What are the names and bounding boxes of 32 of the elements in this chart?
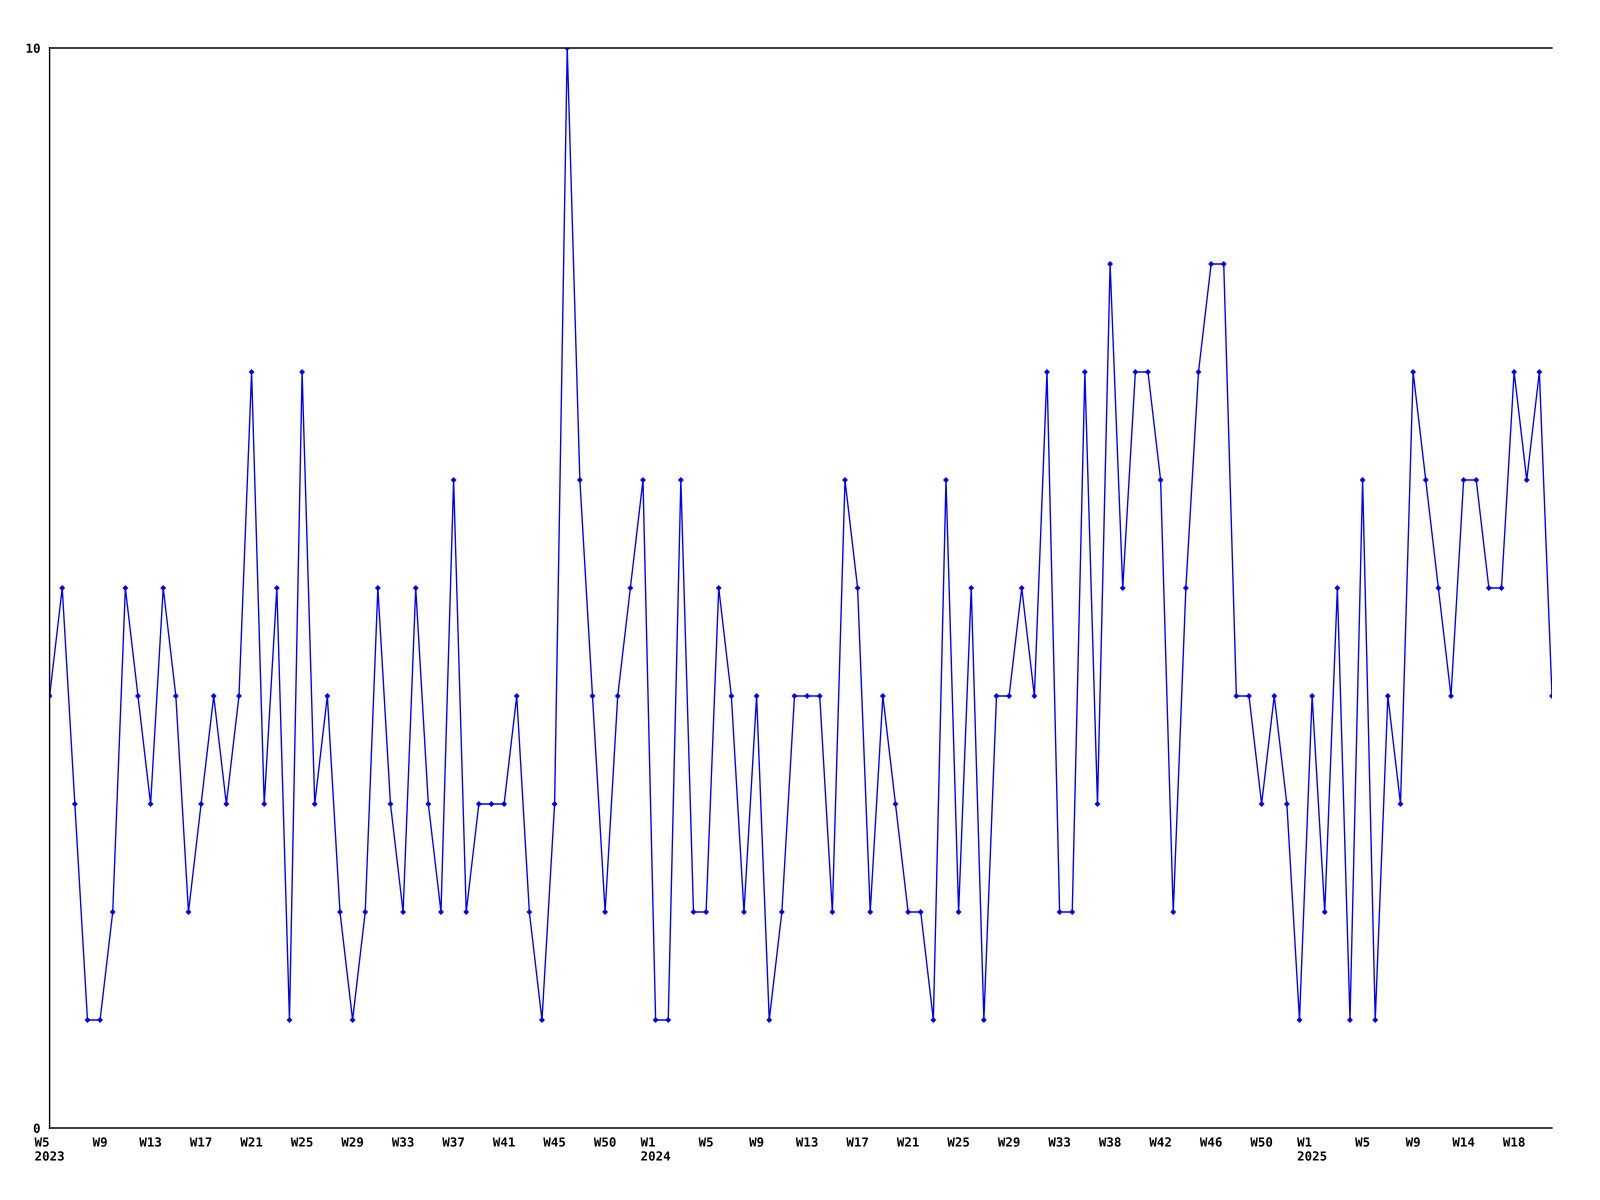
y-tick-label: 0 bbox=[33, 1123, 40, 1133]
x-tick-label: W5 bbox=[1355, 1137, 1370, 1147]
x-tick-label: W18 bbox=[1502, 1137, 1525, 1147]
x-tick-label: W25 bbox=[947, 1137, 970, 1147]
x-tick-label: W9 bbox=[749, 1137, 764, 1147]
x-tick-label: W13 bbox=[139, 1137, 162, 1147]
x-tick-label: W21 bbox=[240, 1137, 263, 1147]
x-tick-label: W38 bbox=[1098, 1137, 1121, 1147]
x-tick-label: W1 2024 bbox=[640, 1137, 671, 1161]
x-tick-label: W29 bbox=[341, 1137, 364, 1147]
x-tick-label: W5 2023 bbox=[34, 1137, 64, 1161]
x-tick-label: W45 bbox=[543, 1137, 566, 1147]
x-tick-label: W46 bbox=[1199, 1137, 1222, 1147]
x-tick-label: W29 bbox=[997, 1137, 1020, 1147]
x-tick-label: W17 bbox=[189, 1137, 212, 1147]
x-tick-label: W21 bbox=[896, 1137, 919, 1147]
x-tick-label: W42 bbox=[1149, 1137, 1171, 1147]
x-tick-label: W41 bbox=[492, 1137, 515, 1147]
x-tick-label: W5 bbox=[698, 1137, 713, 1147]
x-tick-label: W13 bbox=[795, 1137, 818, 1147]
x-tick-label: W33 bbox=[1048, 1137, 1071, 1147]
x-tick-label: W50 bbox=[593, 1137, 616, 1147]
x-tick-label: W14 bbox=[1452, 1137, 1475, 1147]
x-tick-label: W9 bbox=[92, 1137, 107, 1147]
x-tick-label: W50 bbox=[1250, 1137, 1273, 1147]
x-tick-label: W25 bbox=[290, 1137, 313, 1147]
x-tick-label: W1 2025 bbox=[1297, 1137, 1327, 1161]
x-tick-label: W33 bbox=[391, 1137, 414, 1147]
x-tick-label: W9 bbox=[1405, 1137, 1420, 1147]
x-tick-label: W17 bbox=[846, 1137, 868, 1147]
x-tick-label: W37 bbox=[442, 1137, 464, 1147]
y-tick-label: 10 bbox=[26, 43, 40, 53]
